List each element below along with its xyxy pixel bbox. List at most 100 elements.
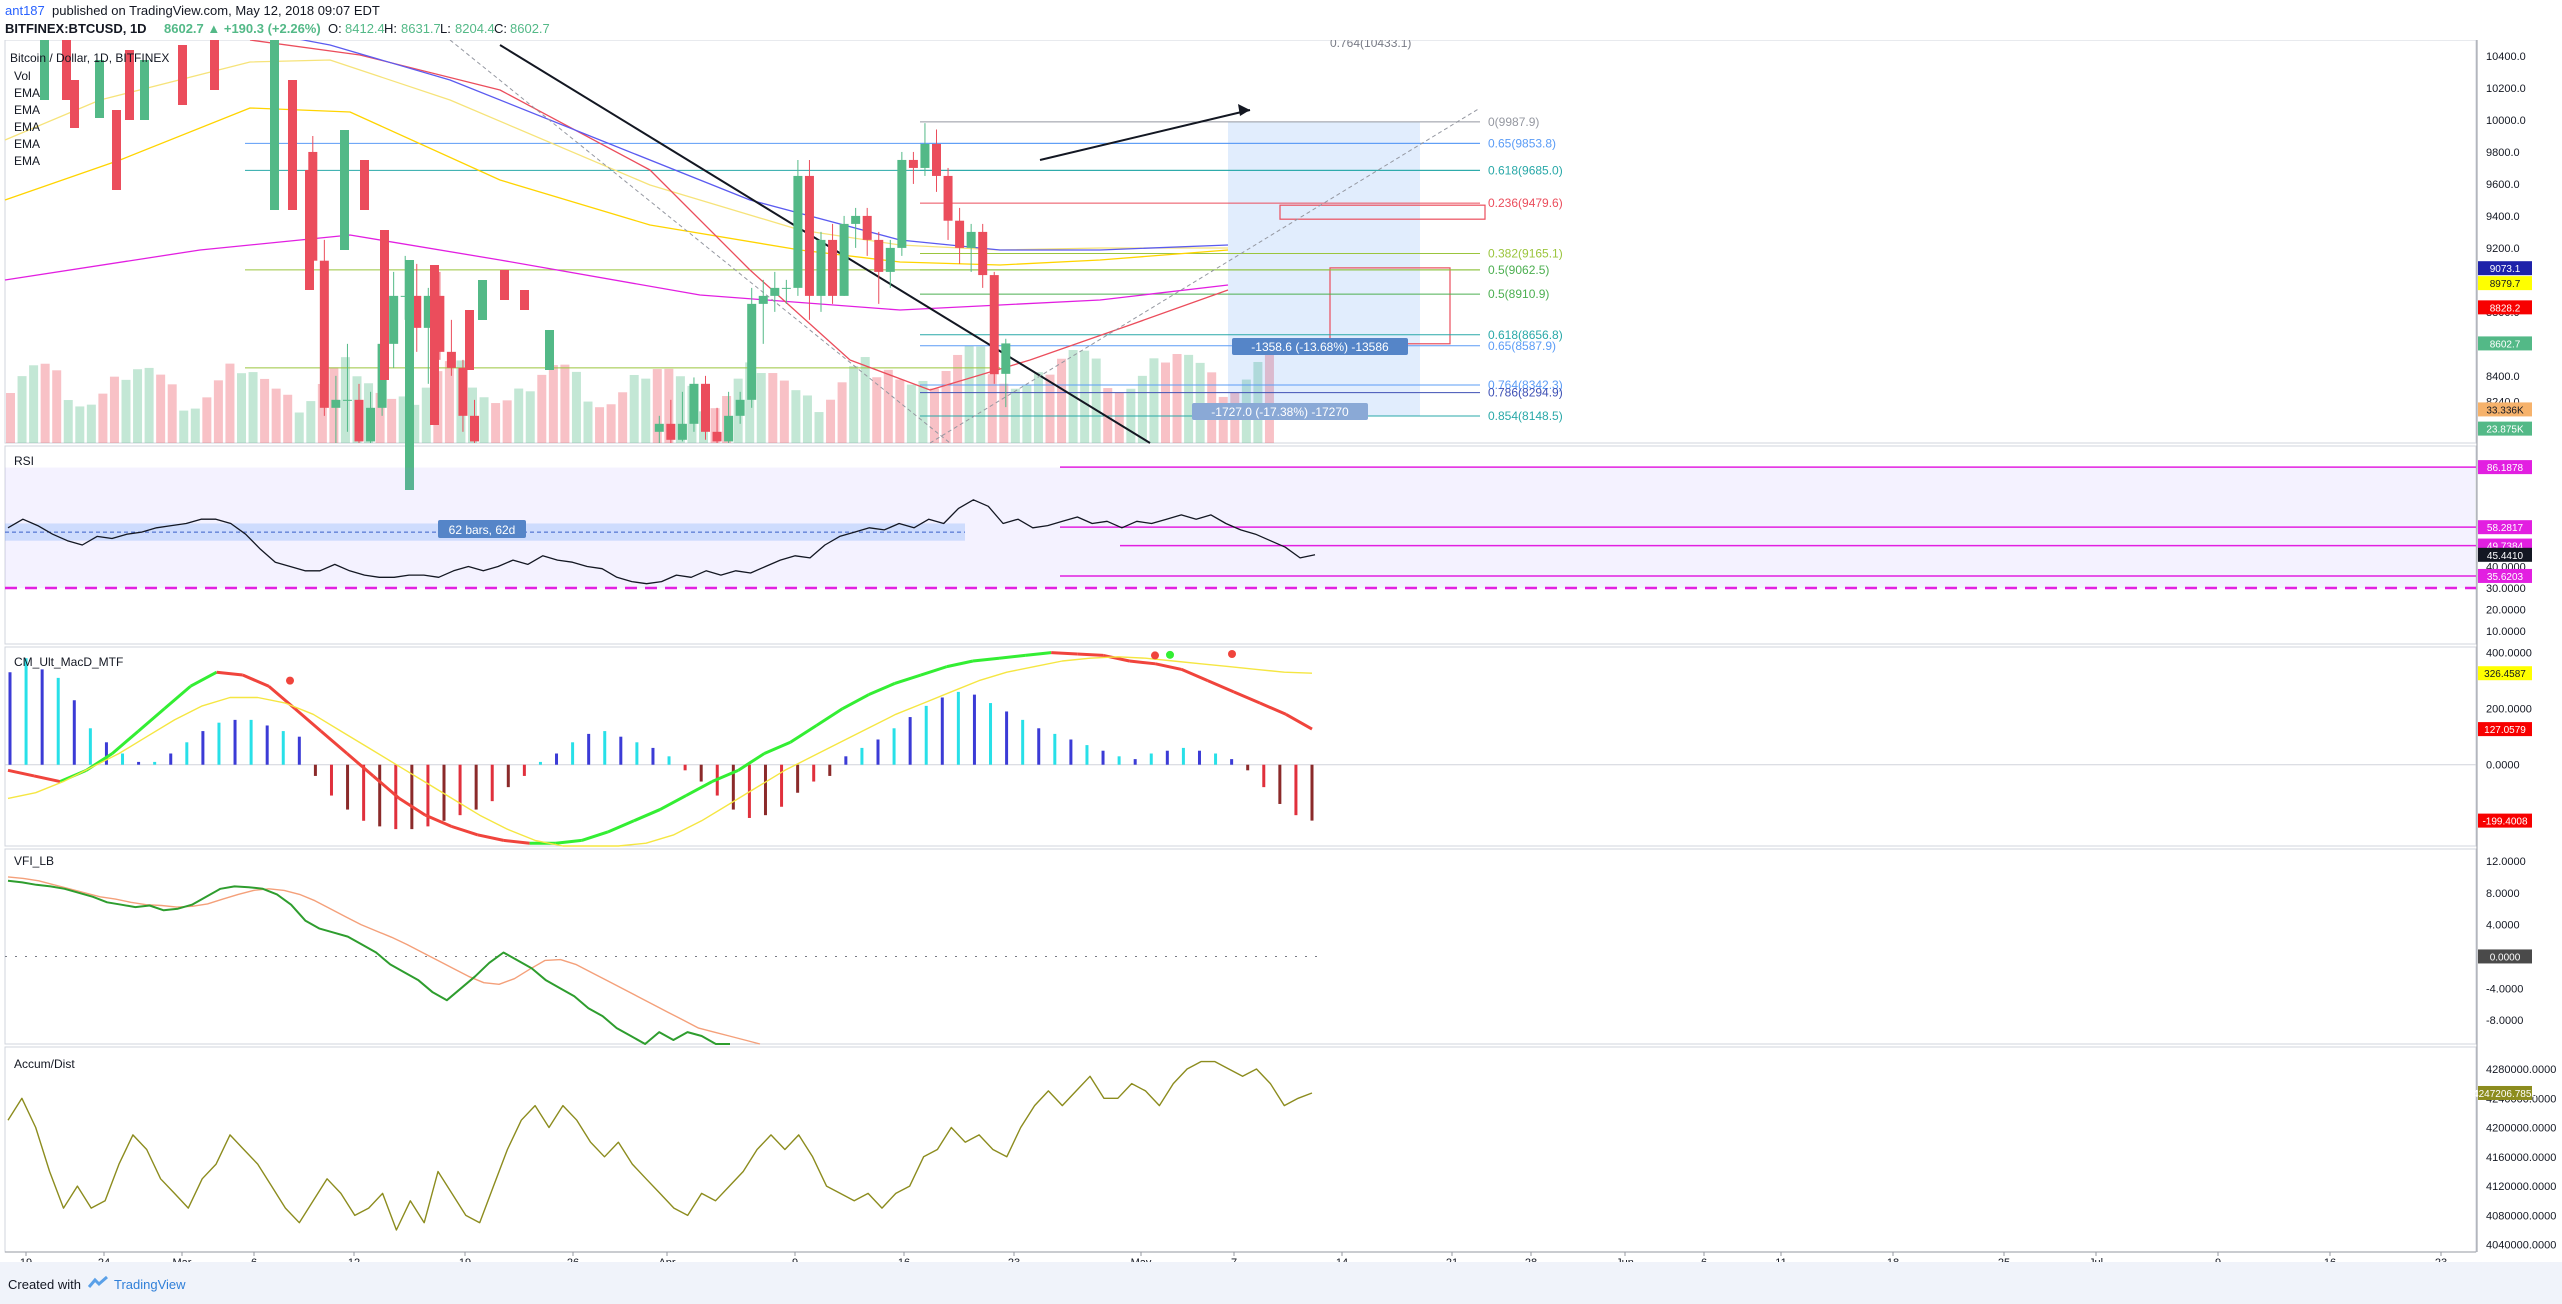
candle-body — [178, 45, 187, 105]
accum-badge-bg — [2478, 1085, 2532, 1100]
ohlc-open: 8412.4 — [345, 21, 385, 36]
resistance-box — [1279, 204, 1486, 220]
macd-line-segment — [1051, 651, 1078, 656]
ohlc-close-label: C: — [494, 21, 507, 36]
legend-item: EMA — [14, 137, 40, 151]
candle-body — [978, 231, 988, 276]
volume-bar — [525, 391, 535, 443]
price-badge-bg — [2478, 276, 2532, 291]
candle-body — [95, 60, 104, 118]
price-badge: 8979.7 — [2490, 279, 2521, 290]
publish-header: ant187 published on TradingView.com, May… — [0, 0, 2562, 40]
macd-line-segment — [607, 819, 635, 834]
candle-body — [500, 270, 509, 300]
candle-body — [389, 295, 399, 344]
volume-bar — [502, 400, 512, 443]
volume-bar — [1103, 388, 1113, 443]
volume-bar — [260, 378, 270, 443]
tradingview-brand-link[interactable]: TradingView — [114, 1277, 186, 1292]
candle-body — [430, 265, 439, 425]
rsi-badge: 35.6203 — [2487, 572, 2524, 583]
price-tick: 9400.0 — [2486, 211, 2520, 223]
candle-body — [689, 383, 699, 424]
measure-box — [1228, 121, 1420, 417]
price-badge-bg — [2478, 336, 2532, 351]
candle-body — [423, 295, 433, 328]
volume-bar — [1114, 392, 1124, 443]
vfi-tick: 4.0000 — [2486, 920, 2520, 932]
volume-bar — [190, 408, 200, 443]
rsi-tick: 20.0000 — [2486, 605, 2526, 617]
volume-bar — [156, 374, 166, 443]
macd-tick: 0.0000 — [2486, 760, 2520, 772]
candle-body — [666, 423, 676, 440]
candle-body — [40, 40, 49, 100]
macd-line-segment — [398, 797, 427, 817]
rsi-badge: 58.2817 — [2487, 523, 2524, 534]
macd-line-segment — [972, 656, 1000, 663]
volume-bar — [387, 398, 397, 443]
candle-body — [920, 143, 930, 168]
candle-body — [545, 330, 554, 370]
volume-bar — [444, 361, 454, 443]
price-badge: 9073.1 — [2490, 264, 2521, 275]
price-tick: 8400.0 — [2486, 371, 2520, 383]
ohlc-open-label: O: — [328, 21, 342, 36]
macd-line-segment — [789, 724, 818, 744]
legend-item: EMA — [14, 154, 40, 168]
rsi-line — [7, 499, 1316, 585]
macd-line-segment — [998, 653, 1026, 660]
volume-bar — [1172, 354, 1182, 443]
volume-bar — [595, 407, 605, 443]
macd-line-segment — [477, 833, 504, 842]
volume-bar — [953, 354, 963, 443]
macd-line-segment — [346, 752, 375, 778]
candle-body — [62, 40, 71, 100]
pane-frame-3 — [4, 848, 2477, 1045]
macd-line-segment — [737, 752, 766, 772]
volume-bar — [802, 395, 812, 443]
candle-body — [112, 110, 121, 190]
volume-bar — [1195, 362, 1205, 443]
volume-bar — [860, 357, 870, 443]
macd-line-segment — [1207, 679, 1235, 694]
ohlc-high: 8631.7 — [401, 21, 441, 36]
vfi-title: VFI_LB — [14, 854, 54, 868]
macd-line-segment — [711, 768, 739, 783]
measure-label-bg — [1192, 403, 1368, 420]
candle-body — [478, 280, 487, 320]
volume-bar — [17, 376, 27, 443]
accum-tick: 4120000.0000 — [2486, 1181, 2556, 1193]
macd-line-segment — [7, 768, 35, 778]
macd-signal-line — [7, 656, 1313, 847]
candle-body — [793, 175, 803, 288]
macd-line-segment — [815, 707, 844, 727]
candle-body — [412, 295, 422, 328]
candle-body — [140, 60, 149, 120]
volume-bar — [652, 369, 662, 443]
accum-tick: 4200000.0000 — [2486, 1123, 2556, 1135]
macd-line-segment — [1181, 668, 1209, 683]
volume-bar — [745, 362, 755, 443]
macd-tick: 400.0000 — [2486, 648, 2532, 660]
macd-line-segment — [1285, 712, 1313, 731]
volume-bar — [537, 374, 547, 443]
volume-bar — [144, 367, 154, 443]
macd-line-segment — [841, 693, 870, 710]
price-badge-bg — [2478, 300, 2532, 315]
candle-body — [874, 239, 884, 272]
candle-body — [405, 260, 414, 490]
macd-line-segment — [1024, 651, 1052, 657]
ema-line — [4, 234, 1229, 311]
candle-body — [851, 215, 861, 224]
author-link[interactable]: ant187 — [5, 3, 45, 18]
volume-bar — [398, 396, 408, 443]
volume-bar — [1080, 350, 1090, 443]
symbol-label: BITFINEX:BTCUSD, 1D — [5, 21, 147, 36]
measure-label-bg — [1232, 338, 1408, 355]
macd-line-segment — [137, 707, 166, 733]
accum-tick: 4040000.0000 — [2486, 1240, 2556, 1252]
volume-bar — [479, 397, 489, 443]
